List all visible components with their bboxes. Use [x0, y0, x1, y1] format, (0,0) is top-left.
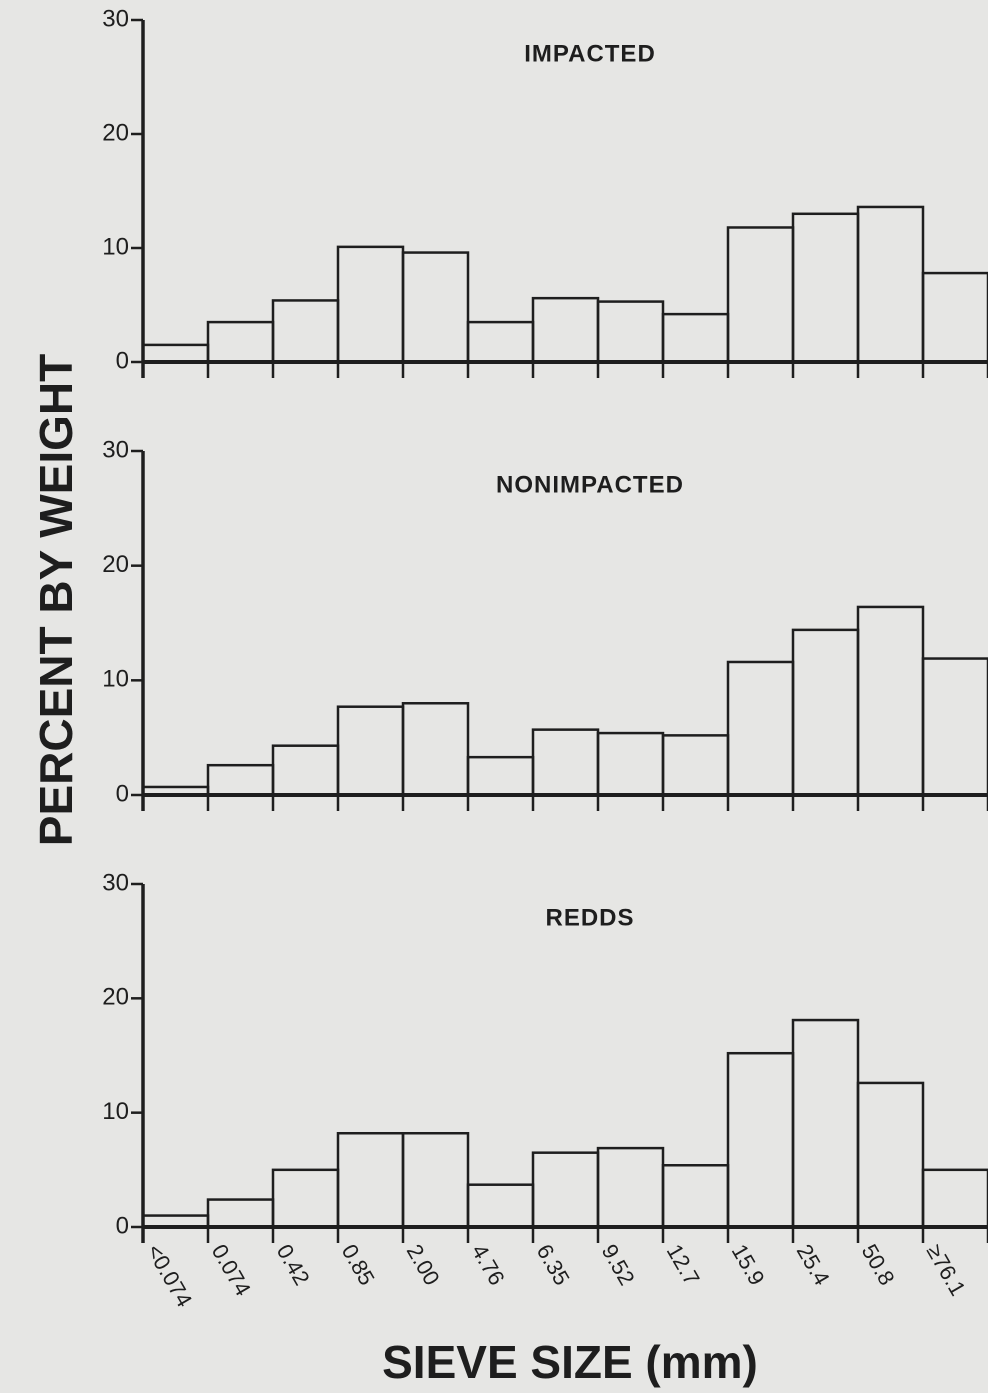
bar [466, 755, 535, 797]
panel-title: REDDS [545, 904, 634, 931]
bar [336, 245, 405, 364]
x-tick-label: 0.85 [337, 1240, 380, 1290]
panel-title: NONIMPACTED [496, 471, 684, 498]
y-tick-label: 0 [116, 780, 129, 807]
x-tick-label: 0.42 [272, 1240, 315, 1290]
bar [856, 1081, 925, 1229]
bar [206, 763, 275, 797]
y-tick-label: 0 [116, 347, 129, 374]
y-tick-label: 20 [102, 984, 129, 1011]
bar [726, 226, 795, 364]
bar [726, 660, 795, 797]
bar [791, 1018, 860, 1229]
panel-title: IMPACTED [524, 40, 656, 67]
x-tick-label: 50.8 [857, 1240, 900, 1290]
y-tick-label: 30 [102, 869, 129, 896]
bar [336, 705, 405, 797]
bar [921, 1168, 988, 1229]
y-tick-label: 20 [102, 551, 129, 578]
bar [206, 1198, 275, 1229]
bar [856, 205, 925, 364]
bar [661, 734, 730, 797]
bar [726, 1051, 795, 1229]
bar [271, 299, 340, 364]
bar [531, 1151, 600, 1229]
bar [596, 731, 665, 797]
bar [271, 1168, 340, 1229]
bar [661, 312, 730, 364]
x-tick-label: 9.52 [597, 1240, 640, 1290]
y-tick-label: 20 [102, 119, 129, 146]
bar [531, 296, 600, 364]
y-tick-label: 30 [102, 5, 129, 32]
x-tick-label: 4.76 [467, 1240, 510, 1290]
bar [401, 1131, 470, 1229]
bar [661, 1164, 730, 1229]
bar [141, 343, 210, 364]
x-tick-label: 0.074 [207, 1240, 256, 1300]
bar [336, 1131, 405, 1229]
bar [466, 1183, 535, 1229]
y-tick-label: 30 [102, 436, 129, 463]
bar [401, 251, 470, 364]
bar [596, 300, 665, 364]
bar [791, 628, 860, 797]
x-axis-label: SIEVE SIZE (mm) [382, 1336, 758, 1388]
bar [271, 744, 340, 797]
x-tick-label: 12.7 [662, 1240, 705, 1290]
bar [206, 320, 275, 364]
x-tick-label: 15.9 [727, 1240, 770, 1290]
x-tick-label: ≥76.1 [922, 1240, 971, 1300]
bar [791, 212, 860, 364]
x-tick-label: 25.4 [792, 1240, 835, 1290]
y-tick-label: 0 [116, 1212, 129, 1239]
x-tick-label: <0.074 [142, 1240, 198, 1311]
bar [401, 702, 470, 797]
y-axis-label: PERCENT BY WEIGHT [30, 354, 82, 846]
bar [531, 728, 600, 797]
y-tick-label: 10 [102, 233, 129, 260]
bar [921, 657, 988, 797]
bar [921, 271, 988, 364]
bar [466, 320, 535, 364]
y-tick-label: 10 [102, 1098, 129, 1125]
bar [596, 1146, 665, 1229]
x-tick-label: 6.35 [532, 1240, 575, 1290]
x-tick-label: 2.00 [402, 1240, 445, 1290]
y-tick-label: 10 [102, 666, 129, 693]
bar [856, 605, 925, 797]
